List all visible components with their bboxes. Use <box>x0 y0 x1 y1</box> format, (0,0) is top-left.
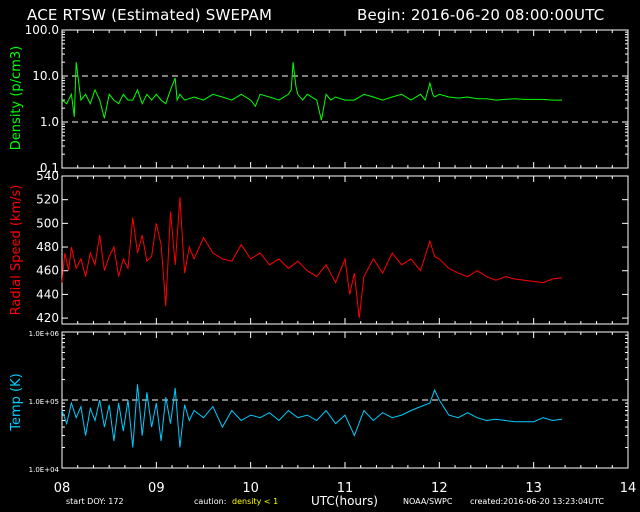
density-ytick-label: 10.0 <box>32 69 59 83</box>
temp-ytick-label: 1.0E+04 <box>29 466 60 474</box>
x-axis-label: UTC(hours) <box>311 494 378 508</box>
speed-ytick-label: 520 <box>36 193 59 207</box>
chart-title: ACE RTSW (Estimated) SWEPAM <box>27 6 273 24</box>
density-ytick-label: 0.1 <box>40 161 59 175</box>
start-doy: start DOY: 172 <box>66 497 124 506</box>
x-tick-label: 11 <box>337 481 354 496</box>
speed-axis-label: Radial Speed (km/s) <box>9 185 24 316</box>
temp-ytick-label: 1.0E+05 <box>29 398 59 406</box>
temp-series-line <box>61 384 563 448</box>
created-timestamp: created:2016-06-20 13:23:04UTC <box>470 497 604 506</box>
x-tick-label: 09 <box>148 481 165 496</box>
begin-time: Begin: 2016-06-20 08:00:00UTC <box>357 6 605 24</box>
x-tick-label: 12 <box>431 481 448 496</box>
caution-value: density < 1 <box>232 497 279 506</box>
x-tick-label: 14 <box>620 481 637 496</box>
temp-ytick-label: 1.0E+06 <box>29 330 60 338</box>
x-tick-label: 10 <box>242 481 259 496</box>
caution-label: caution: <box>194 497 227 506</box>
density-ytick-label: 100.0 <box>25 23 59 37</box>
speed-ytick-label: 420 <box>36 311 59 325</box>
speed-frame <box>61 175 629 325</box>
temp-axis-label: Temp (K) <box>9 373 24 431</box>
speed-series-line <box>61 197 563 319</box>
speed-ytick-label: 460 <box>36 264 59 278</box>
density-series-line <box>61 62 562 121</box>
speed-ytick-label: 500 <box>36 216 59 230</box>
agency-label: NOAA/SWPC <box>403 497 453 506</box>
speed-ytick-label: 480 <box>36 240 59 254</box>
speed-ytick-label: 440 <box>36 287 59 301</box>
density-axis-label: Density (p/cm3) <box>9 46 24 150</box>
x-tick-label: 08 <box>54 481 71 496</box>
density-ytick-label: 1.0 <box>40 115 59 129</box>
speed-ytick-label: 540 <box>36 169 59 183</box>
x-tick-label: 13 <box>525 481 542 496</box>
